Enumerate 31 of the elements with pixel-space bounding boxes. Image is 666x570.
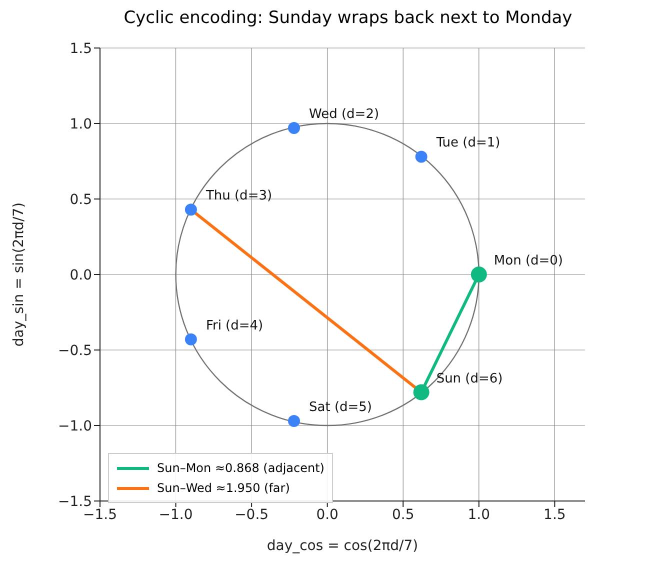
- point: [184, 333, 197, 346]
- point: [288, 122, 300, 134]
- y-tick-label: −0.5: [58, 342, 92, 359]
- annotation: Mon (d=0): [494, 254, 564, 268]
- annotation: Wed (d=2): [309, 107, 380, 122]
- point: [288, 414, 300, 427]
- y-tick-label: −1.0: [58, 418, 92, 434]
- x-tick-label: 0.5: [392, 506, 414, 523]
- x-axis-title: day_cos = cos(2πd/7): [266, 538, 418, 554]
- legend-label: Sun–Mon ≈0.868 (adjacent): [157, 461, 324, 475]
- x-tick-label: 0.0: [316, 506, 338, 523]
- y-axis-title: day_sin = sin(2πd/7): [10, 202, 27, 347]
- y-tick-label: 1.5: [70, 40, 92, 57]
- x-tick-label: 1.5: [544, 506, 566, 523]
- annotation: Sun (d=6): [436, 371, 503, 386]
- y-tick-label: 0.5: [70, 192, 92, 208]
- annotation: Tue (d=1): [435, 136, 500, 151]
- legend-label: Sun–Wed ≈1.950 (far): [157, 481, 290, 495]
- y-tick-label: 0.0: [70, 267, 92, 284]
- x-tick-label: 1.0: [468, 506, 490, 523]
- x-tick-label: −1.0: [158, 506, 193, 523]
- chart-title: Cyclic encoding: Sunday wraps back next to Monday: [122, 8, 574, 30]
- point: [413, 384, 430, 400]
- point: [184, 204, 197, 216]
- annotation: Thu (d=3): [204, 188, 272, 204]
- point: [470, 266, 487, 282]
- annotation: Sat (d=5): [309, 400, 372, 415]
- y-tick-label: 1.0: [70, 116, 92, 132]
- x-tick-label: −0.5: [234, 506, 269, 523]
- point: [415, 150, 428, 163]
- annotation: Fri (d=4): [206, 318, 264, 334]
